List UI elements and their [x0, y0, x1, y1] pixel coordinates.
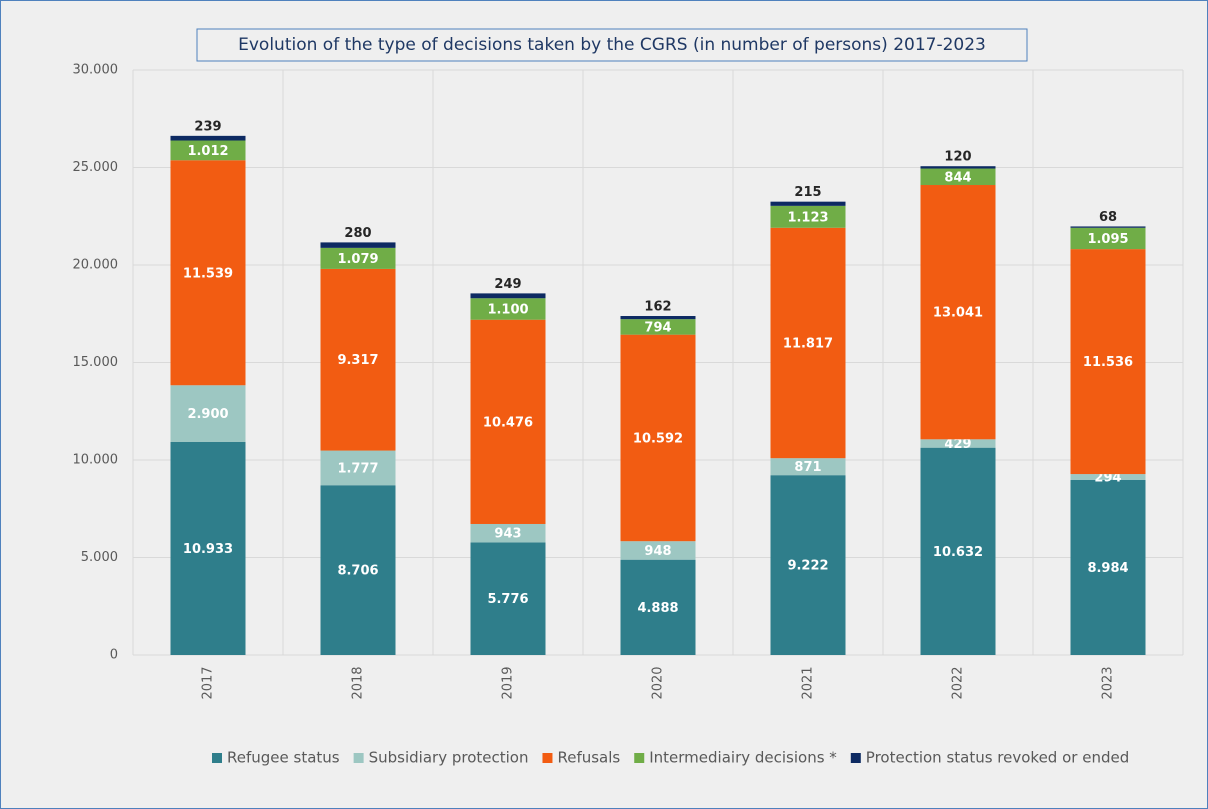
y-tick-label: 15.000 [73, 355, 119, 370]
y-tick-label: 10.000 [73, 453, 119, 468]
data-label: 2.900 [187, 407, 228, 422]
data-label: 68 [1099, 210, 1117, 225]
legend-swatch [212, 753, 222, 763]
legend-label: Refusals [557, 749, 620, 767]
bar-segment [1070, 226, 1146, 228]
bar-segment [920, 447, 996, 655]
title-box [196, 28, 1028, 62]
bar-segment [320, 242, 396, 248]
data-label: 13.041 [933, 306, 983, 321]
data-label: 10.476 [483, 415, 533, 430]
x-tick-label: 2017 [201, 666, 216, 699]
data-label: 9.317 [337, 353, 378, 368]
bar-segment [170, 385, 246, 442]
bar-segment [620, 316, 696, 320]
legend-label: Refugee status [227, 749, 340, 767]
bar-segment [620, 541, 696, 560]
data-label: 1.100 [487, 302, 528, 317]
bar-segment [170, 441, 246, 655]
data-label: 120 [944, 150, 971, 165]
bar-segment [770, 475, 846, 655]
data-label: 948 [644, 544, 671, 559]
x-tick-label: 2020 [651, 666, 666, 699]
bar-segment [770, 201, 846, 206]
data-label: 1.079 [337, 252, 378, 267]
bar-segment [470, 298, 546, 320]
data-label: 429 [944, 437, 971, 452]
data-label: 8.706 [337, 564, 378, 579]
bar-segment [320, 450, 396, 486]
bar-segment [620, 559, 696, 655]
data-label: 1.012 [187, 144, 228, 159]
legend-swatch [353, 753, 364, 763]
data-label: 871 [794, 460, 821, 475]
legend-label: Subsidiary protection [369, 749, 529, 767]
bar-segment [770, 458, 846, 476]
data-label: 11.539 [183, 266, 233, 281]
data-label: 11.817 [783, 336, 833, 351]
data-label: 10.933 [183, 542, 233, 557]
data-label: 1.095 [1087, 232, 1128, 247]
data-label: 239 [194, 119, 221, 134]
data-label: 943 [494, 527, 521, 542]
data-label: 11.536 [1083, 355, 1133, 370]
y-tick-label: 5.000 [81, 550, 118, 565]
bar-segment [320, 485, 396, 655]
bar-segment [170, 135, 246, 141]
bar-segment [620, 319, 696, 335]
x-tick-label: 2023 [1101, 666, 1116, 699]
bar-segment [1070, 474, 1146, 480]
y-tick-label: 20.000 [73, 258, 119, 273]
bar-segment [1070, 479, 1146, 655]
bar-segment [470, 542, 546, 655]
bar-segment [920, 166, 996, 169]
data-label: 1.777 [337, 461, 378, 476]
bar-segment [1070, 249, 1146, 475]
bar-segment [1070, 227, 1146, 250]
legend-swatch [850, 753, 861, 763]
bar-segment [920, 168, 996, 186]
x-tick-label: 2021 [801, 666, 816, 699]
data-label: 9.222 [787, 559, 828, 574]
x-tick-label: 2018 [351, 666, 366, 699]
data-label: 10.592 [633, 431, 683, 446]
bar-segment [170, 160, 246, 386]
data-label: 10.632 [933, 545, 983, 560]
bar-segment [620, 334, 696, 542]
legend-swatch [634, 753, 645, 763]
bar-segment [470, 319, 546, 524]
data-label: 162 [644, 300, 671, 315]
bar-segment [470, 293, 546, 299]
bar-segment [470, 523, 546, 543]
bar-segment [320, 247, 396, 269]
bar-segment [920, 439, 996, 448]
data-label: 8.984 [1087, 561, 1128, 576]
bar-segment [770, 227, 846, 459]
chart-title: Evolution of the type of decisions taken… [238, 35, 986, 55]
data-label: 249 [494, 277, 521, 292]
data-label: 215 [794, 185, 821, 200]
data-label: 5.776 [487, 592, 528, 607]
data-label: 1.123 [787, 210, 828, 225]
y-tick-label: 0 [110, 648, 118, 663]
data-label: 844 [944, 170, 971, 185]
y-tick-label: 30.000 [73, 63, 119, 78]
data-label: 4.888 [637, 601, 678, 616]
bar-segment [920, 185, 996, 440]
data-label: 794 [644, 320, 671, 335]
y-tick-label: 25.000 [73, 160, 119, 175]
x-tick-label: 2019 [501, 666, 516, 699]
bar-segment [320, 268, 396, 451]
data-label: 294 [1094, 470, 1121, 485]
legend-label: Protection status revoked or ended [866, 749, 1129, 767]
legend-swatch [542, 753, 553, 763]
data-label: 280 [344, 226, 371, 241]
x-tick-label: 2022 [951, 666, 966, 699]
legend-label: Intermediairy decisions * [649, 749, 837, 767]
bar-segment [170, 140, 246, 161]
bar-segment [770, 205, 846, 228]
